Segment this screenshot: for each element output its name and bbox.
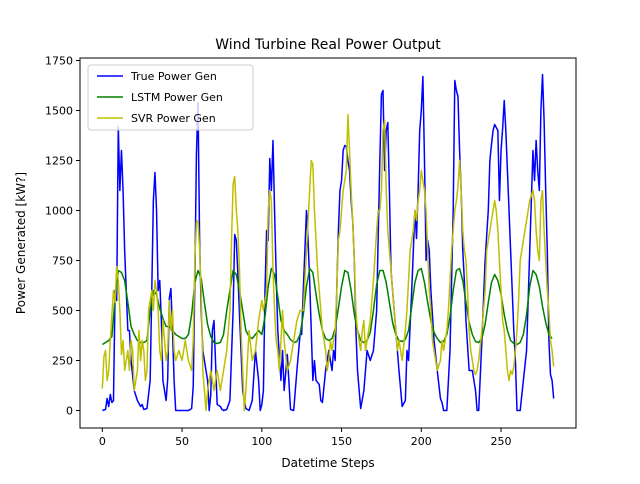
y-tick-label: 0: [66, 405, 73, 418]
chart-title: Wind Turbine Real Power Output: [215, 37, 441, 53]
series-line-2: [101, 113, 555, 412]
x-tick-label: 100: [251, 435, 272, 448]
x-axis: 0 50 100 150 200 250: [99, 428, 512, 448]
x-tick-label: 200: [411, 435, 432, 448]
plot-frame: [79, 57, 577, 429]
legend: True Power Gen LSTM Power Gen SVR Power Ge…: [87, 64, 254, 131]
series-layer: [101, 73, 555, 412]
plot-area: [79, 57, 577, 429]
y-tick-label: 1500: [45, 105, 73, 118]
y-tick-label: 1250: [45, 155, 73, 168]
legend-label-1: LSTM Power Gen: [131, 91, 223, 104]
legend-label-0: True Power Gen: [130, 70, 217, 83]
y-tick-label: 750: [52, 255, 73, 268]
series-line-1: [101, 267, 553, 346]
x-tick-label: 150: [331, 435, 352, 448]
y-tick-label: 1000: [45, 205, 73, 218]
y-axis: 0 250 500 750 1000 1250 1500 1750: [45, 55, 80, 418]
legend-box: [87, 64, 254, 131]
x-tick-label: 0: [99, 435, 106, 448]
y-tick-label: 250: [52, 355, 73, 368]
x-axis-label: Datetime Steps: [281, 456, 374, 470]
x-tick-label: 250: [491, 435, 512, 448]
series-line-0: [102, 73, 555, 412]
legend-label-2: SVR Power Gen: [131, 112, 216, 125]
y-axis-label: Power Generated [kW?]: [14, 172, 28, 314]
y-tick-label: 500: [52, 305, 73, 318]
y-tick-label: 1750: [45, 55, 73, 68]
x-tick-label: 50: [175, 435, 189, 448]
